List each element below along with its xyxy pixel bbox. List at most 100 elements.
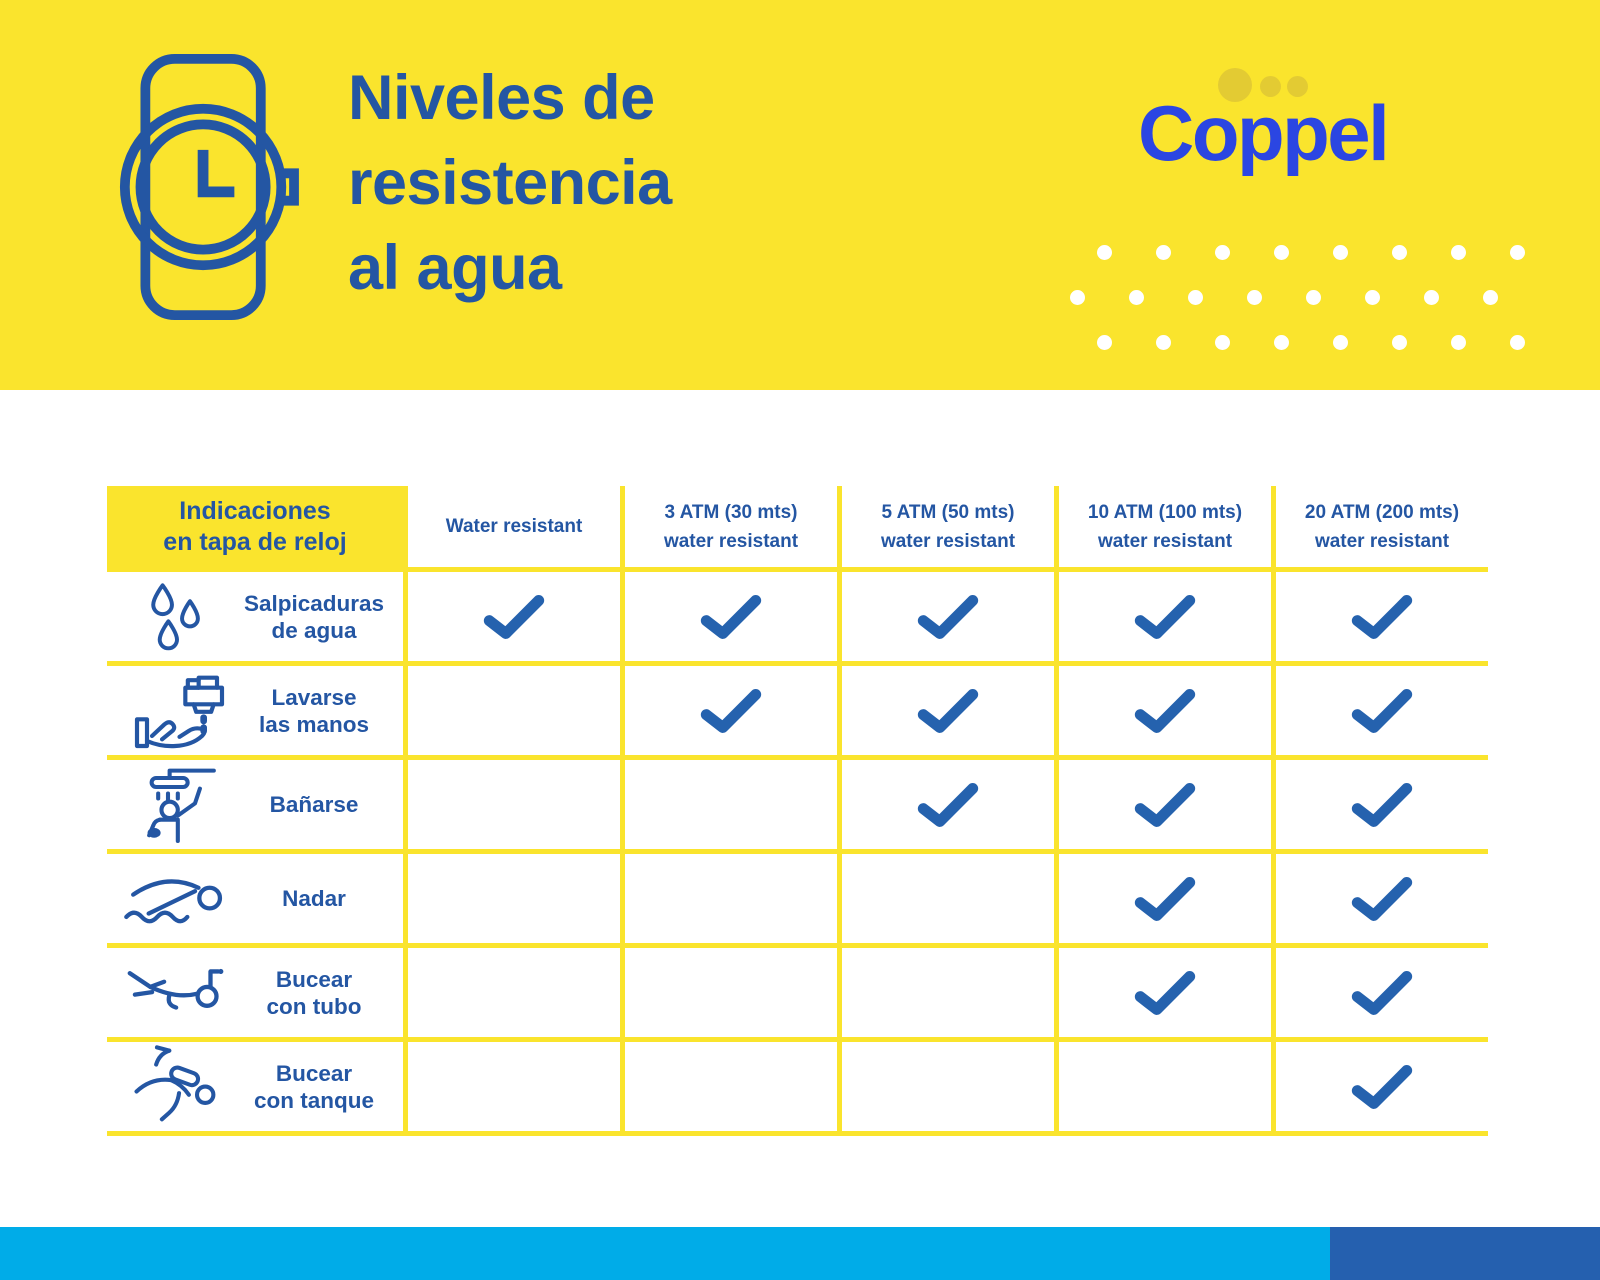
shower-icon [121,764,233,846]
column-header-2: 5 ATM (50 mts) water resistant [837,486,1054,572]
pattern-dot [1392,335,1407,350]
column-header-1: 3 ATM (30 mts) water resistant [620,486,837,572]
check-cell [1271,854,1488,948]
check-cell [837,1042,1054,1136]
activity-label-line: Salpicaduras [243,590,385,616]
activity-label-line: Lavarse [271,684,357,710]
column-header-line: Water resistant [445,516,583,537]
check-cell [1271,760,1488,854]
activity-label-line: las manos [258,711,370,737]
check-icon [916,781,980,829]
check-cell [403,760,620,854]
title-line: Niveles de [348,63,655,133]
pattern-dot [1483,290,1498,305]
check-icon [699,687,763,735]
check-cell [620,760,837,854]
logo-dot-small [1287,76,1308,97]
check-cell [403,948,620,1042]
check-cell [1054,854,1271,948]
column-header-line: 10 ATM (100 mts) [1087,501,1243,523]
check-icon [916,687,980,735]
column-header-3: 10 ATM (100 mts) water resistant [1054,486,1271,572]
pattern-dot [1333,335,1348,350]
page-title: Niveles de resistencia al agua [348,56,672,311]
pattern-dot [1510,335,1525,350]
table-row-label: Nadar [107,854,403,948]
banner: Niveles de resistencia al agua Coppel [0,0,1600,390]
column-header-4: 20 ATM (200 mts) water resistant [1271,486,1488,572]
column-header-line: 20 ATM (200 mts) [1304,501,1460,523]
check-cell [403,1042,620,1136]
check-cell [837,572,1054,666]
hand-wash-icon [121,669,233,753]
activity-label-line: de agua [271,617,357,643]
check-cell [1271,948,1488,1042]
corner-header-line: en tapa de reloj [163,527,347,556]
column-header-line: water resistant [1314,530,1450,552]
check-icon [1133,875,1197,923]
pattern-dot [1451,245,1466,260]
pattern-dot [1392,245,1407,260]
check-cell [837,666,1054,760]
check-cell [837,854,1054,948]
pattern-dot [1156,245,1171,260]
check-cell [1054,1042,1271,1136]
pattern-dot [1510,245,1525,260]
check-icon [1133,687,1197,735]
check-cell [1054,948,1271,1042]
pattern-dot [1215,335,1230,350]
check-cell [837,760,1054,854]
pattern-dot [1129,290,1144,305]
scuba-icon [121,1044,233,1130]
check-cell [1271,666,1488,760]
pattern-dot [1247,290,1262,305]
check-icon [1133,969,1197,1017]
check-cell [837,948,1054,1042]
activity-label: Bucear con tanque [233,1060,403,1114]
table-row-label: Salpicaduras de agua [107,572,403,666]
table-row-label: Bañarse [107,760,403,854]
table-row-label: Lavarse las manos [107,666,403,760]
check-cell [403,854,620,948]
water-drops-icon [121,581,233,653]
activity-label-line: con tubo [266,993,362,1019]
check-icon [1133,781,1197,829]
table-row-label: Bucear con tubo [107,948,403,1042]
pattern-dot [1097,335,1112,350]
footer-bar-navy [1330,1227,1600,1280]
activity-label-line: Bucear [275,1060,353,1086]
pattern-dot [1333,245,1348,260]
pattern-dot [1156,335,1171,350]
check-cell [1054,760,1271,854]
footer-bar-cyan [0,1227,1330,1280]
pattern-dot [1215,245,1230,260]
activity-label-line: Nadar [282,886,346,911]
check-cell [1054,666,1271,760]
snorkel-icon [121,956,233,1029]
dots-pattern [1070,245,1550,355]
activity-label: Bañarse [233,791,403,818]
pattern-dot [1424,290,1439,305]
check-icon [1350,875,1414,923]
check-cell [1054,572,1271,666]
activity-label: Lavarse las manos [233,684,403,738]
pattern-dot [1188,290,1203,305]
check-icon [1350,781,1414,829]
column-header-line: water resistant [880,530,1016,552]
column-header-0: Water resistant [403,486,620,572]
watch-icon [113,54,299,325]
pattern-dot [1365,290,1380,305]
check-cell [1271,572,1488,666]
activity-label: Bucear con tubo [233,966,403,1020]
pattern-dot [1306,290,1321,305]
pattern-dot [1274,335,1289,350]
title-line: resistencia [348,148,672,218]
check-cell [620,854,837,948]
pattern-dot [1097,245,1112,260]
check-icon [1350,1063,1414,1111]
column-header-line: 5 ATM (50 mts) [881,501,1015,523]
column-header-line: 3 ATM (30 mts) [664,501,798,523]
check-icon [1350,969,1414,1017]
column-header-line: water resistant [1097,530,1233,552]
check-icon [1350,593,1414,641]
